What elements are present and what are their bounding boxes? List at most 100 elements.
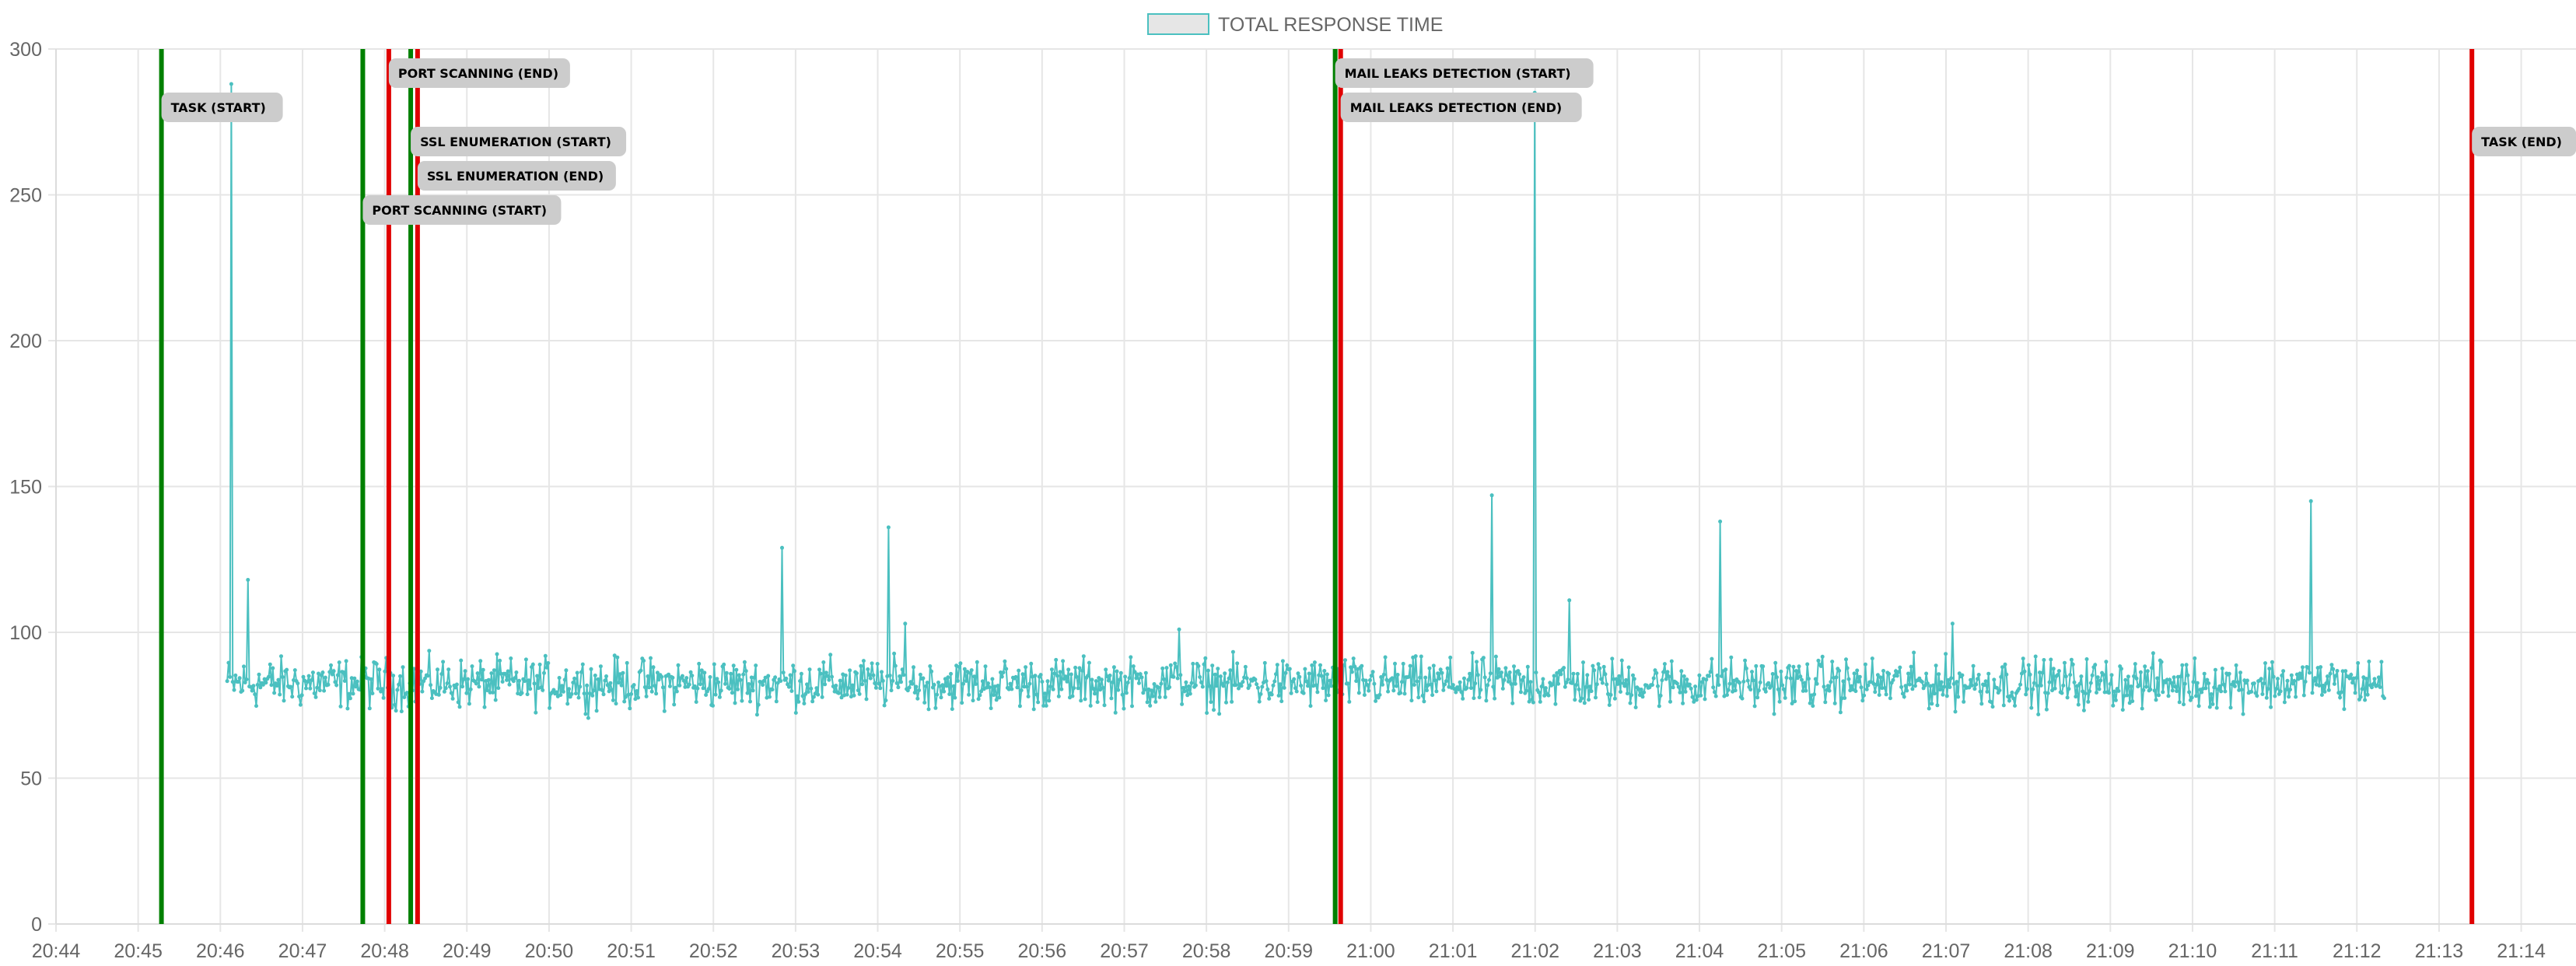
data-point bbox=[2326, 674, 2329, 679]
data-point bbox=[2083, 691, 2088, 696]
data-point bbox=[799, 671, 803, 676]
annotation-label-bg bbox=[388, 58, 570, 88]
data-point bbox=[1976, 673, 1981, 677]
x-tick-label: 20:50 bbox=[525, 940, 574, 962]
data-point bbox=[1091, 687, 1096, 691]
data-point bbox=[964, 679, 968, 683]
data-point bbox=[1326, 693, 1331, 698]
data-point bbox=[446, 667, 451, 672]
data-point bbox=[1574, 683, 1579, 688]
data-point bbox=[1260, 684, 1265, 689]
data-point bbox=[2044, 707, 2049, 712]
data-point bbox=[1148, 703, 1153, 708]
x-tick-label: 20:48 bbox=[360, 940, 409, 962]
data-point bbox=[261, 682, 265, 687]
data-point bbox=[1493, 654, 1498, 659]
y-tick-label: 300 bbox=[9, 39, 42, 61]
data-point bbox=[1875, 673, 1880, 677]
x-tick-label: 21:05 bbox=[1757, 940, 1806, 962]
data-point bbox=[886, 525, 891, 530]
data-point bbox=[1528, 680, 1533, 684]
data-point bbox=[551, 688, 556, 692]
data-point bbox=[1113, 710, 1118, 715]
data-point bbox=[768, 695, 772, 699]
data-point bbox=[1755, 695, 1760, 700]
data-point bbox=[706, 687, 711, 691]
data-point bbox=[1657, 704, 1661, 709]
data-point bbox=[1043, 691, 1047, 696]
data-point bbox=[1094, 679, 1098, 684]
annotation-label: TASK (END) bbox=[2472, 127, 2576, 156]
data-point bbox=[598, 664, 603, 669]
data-point bbox=[676, 663, 681, 667]
data-point bbox=[354, 684, 359, 689]
data-point bbox=[1181, 685, 1185, 690]
data-point bbox=[1671, 685, 1675, 690]
data-point bbox=[924, 684, 928, 688]
x-tick-label: 20:45 bbox=[114, 940, 163, 962]
annotation-label-text: TASK (START) bbox=[171, 100, 266, 115]
data-point bbox=[839, 695, 844, 700]
data-point bbox=[1982, 683, 1986, 688]
data-point bbox=[2350, 681, 2355, 685]
data-point bbox=[2010, 690, 2014, 695]
data-point bbox=[752, 675, 757, 680]
data-point bbox=[2169, 681, 2173, 685]
data-point bbox=[1802, 681, 1807, 685]
data-point bbox=[1550, 682, 1555, 687]
data-point bbox=[2187, 690, 2192, 695]
data-point bbox=[1149, 688, 1153, 693]
data-point bbox=[593, 674, 597, 677]
x-tick-label: 20:49 bbox=[443, 940, 492, 962]
data-point bbox=[1180, 702, 1185, 706]
data-point bbox=[2119, 667, 2123, 671]
data-point bbox=[1791, 664, 1796, 669]
data-point bbox=[2172, 675, 2176, 680]
data-point bbox=[958, 661, 963, 666]
data-point bbox=[308, 686, 313, 691]
data-point bbox=[1594, 682, 1599, 687]
data-point bbox=[1682, 674, 1686, 678]
data-point bbox=[457, 705, 462, 709]
data-point bbox=[1818, 664, 1823, 668]
data-point bbox=[1727, 681, 1732, 686]
data-point bbox=[1008, 681, 1013, 686]
data-point bbox=[2184, 663, 2189, 667]
data-point bbox=[824, 670, 828, 675]
data-point bbox=[1596, 662, 1601, 667]
data-point bbox=[1033, 674, 1038, 678]
data-point bbox=[997, 695, 1002, 700]
data-point bbox=[2061, 683, 2066, 688]
data-point bbox=[523, 657, 528, 662]
data-point bbox=[644, 694, 649, 698]
data-point bbox=[1899, 684, 1904, 689]
data-point bbox=[1394, 684, 1398, 688]
data-point bbox=[1675, 681, 1679, 686]
data-point bbox=[838, 678, 842, 683]
data-point bbox=[1681, 701, 1685, 705]
data-point bbox=[1061, 659, 1066, 663]
data-point bbox=[722, 662, 726, 667]
data-point bbox=[575, 670, 579, 675]
data-point bbox=[903, 621, 908, 626]
data-point bbox=[500, 680, 505, 684]
data-point bbox=[990, 677, 995, 681]
data-point bbox=[474, 681, 478, 686]
data-point bbox=[1207, 684, 1212, 688]
data-point bbox=[845, 692, 849, 697]
data-point bbox=[745, 691, 750, 695]
data-point bbox=[1678, 690, 1682, 695]
data-point bbox=[805, 682, 809, 687]
data-point bbox=[468, 687, 473, 691]
data-point bbox=[1689, 686, 1693, 691]
data-point bbox=[322, 688, 327, 693]
data-point bbox=[1505, 673, 1510, 677]
data-point bbox=[1141, 691, 1146, 695]
legend[interactable]: TOTAL RESPONSE TIME bbox=[1147, 13, 1443, 36]
data-point bbox=[1584, 685, 1588, 689]
data-point bbox=[859, 663, 863, 668]
data-point bbox=[828, 653, 833, 657]
data-point bbox=[459, 658, 464, 663]
data-point bbox=[1841, 679, 1846, 684]
data-point bbox=[1756, 688, 1761, 693]
